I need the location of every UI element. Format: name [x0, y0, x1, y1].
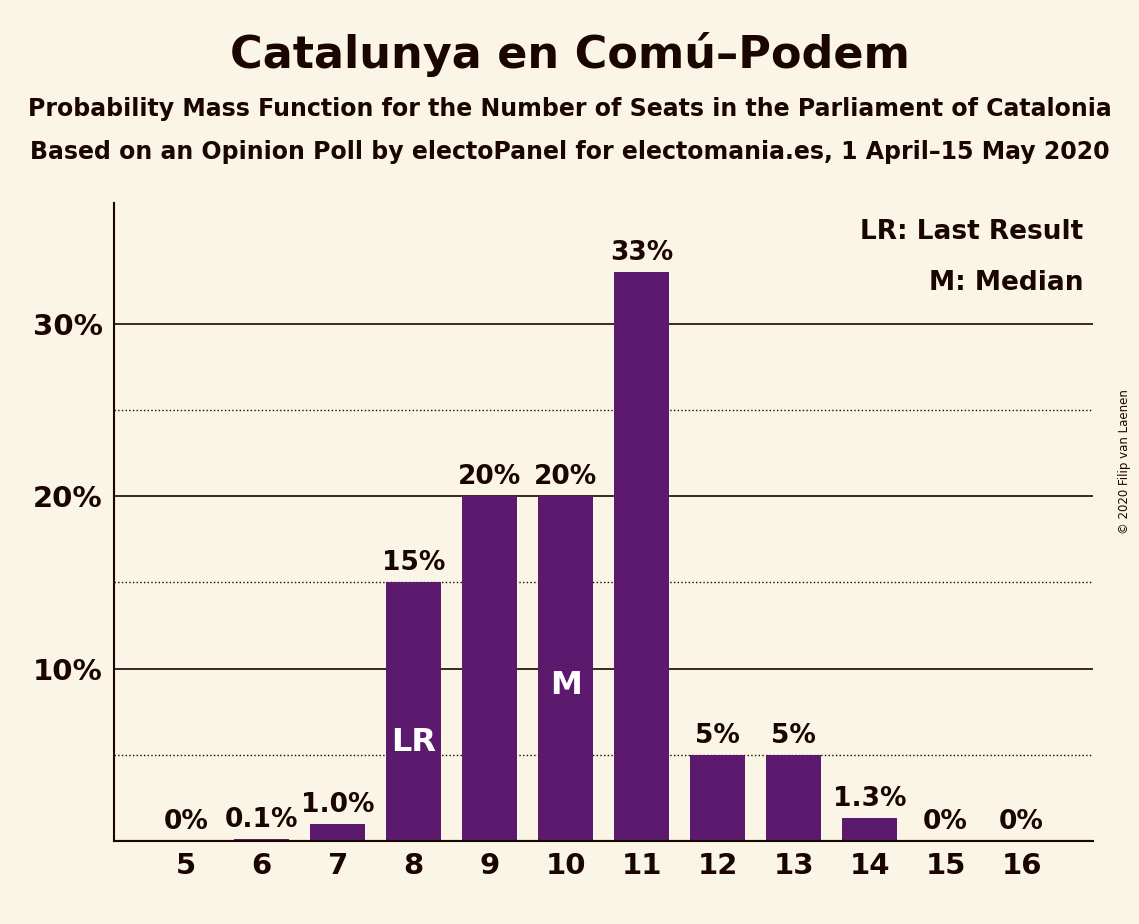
Text: 0.1%: 0.1%: [226, 807, 298, 833]
Text: 1.0%: 1.0%: [301, 792, 375, 818]
Bar: [311, 823, 366, 841]
Text: 5%: 5%: [695, 723, 740, 748]
Text: 0%: 0%: [923, 808, 968, 834]
Text: LR: Last Result: LR: Last Result: [860, 219, 1083, 245]
Text: 20%: 20%: [534, 464, 597, 490]
Text: Based on an Opinion Poll by electoPanel for electomania.es, 1 April–15 May 2020: Based on an Opinion Poll by electoPanel …: [30, 140, 1109, 164]
Text: M: M: [550, 670, 582, 701]
Text: Probability Mass Function for the Number of Seats in the Parliament of Catalonia: Probability Mass Function for the Number…: [27, 97, 1112, 121]
Text: 0%: 0%: [163, 808, 208, 834]
Text: 33%: 33%: [611, 240, 673, 266]
Text: 1.3%: 1.3%: [833, 786, 907, 812]
Text: M: Median: M: Median: [929, 270, 1083, 297]
Text: 5%: 5%: [771, 723, 816, 748]
Text: LR: LR: [391, 727, 436, 758]
Text: Catalunya en Comú–Podem: Catalunya en Comú–Podem: [230, 32, 909, 78]
Text: 15%: 15%: [382, 551, 445, 577]
Bar: [767, 755, 821, 841]
Bar: [386, 582, 441, 841]
Bar: [235, 839, 289, 841]
Bar: [539, 496, 593, 841]
Bar: [690, 755, 745, 841]
Text: 20%: 20%: [458, 464, 522, 490]
Bar: [462, 496, 517, 841]
Text: © 2020 Filip van Laenen: © 2020 Filip van Laenen: [1118, 390, 1131, 534]
Text: 0%: 0%: [999, 808, 1044, 834]
Bar: [614, 273, 669, 841]
Bar: [842, 819, 896, 841]
